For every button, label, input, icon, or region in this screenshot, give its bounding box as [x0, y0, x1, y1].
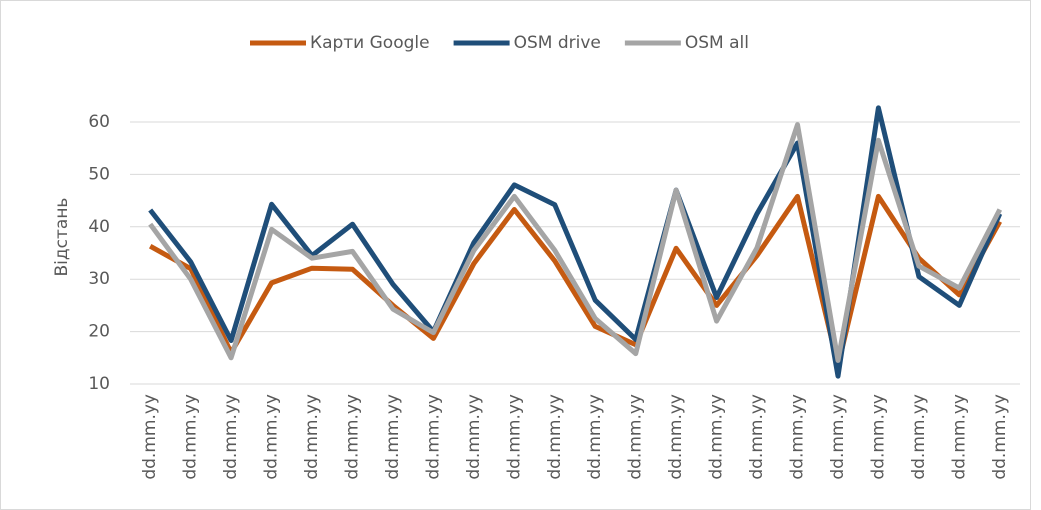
series-line: [148, 122, 1003, 363]
series-line: [148, 193, 1002, 369]
x-tick-label: dd.mm.yy: [181, 394, 201, 480]
x-tick-label: dd.mm.yy: [707, 394, 727, 480]
y-tick-label: 20: [88, 322, 110, 342]
y-tick-label: 30: [88, 269, 110, 289]
x-tick-label: dd.mm.yy: [868, 394, 888, 480]
x-tick-label: dd.mm.yy: [423, 394, 443, 480]
y-tick-label: 60: [88, 112, 110, 132]
x-tick-label: dd.mm.yy: [747, 394, 767, 480]
x-tick-label: dd.mm.yy: [666, 394, 686, 480]
x-tick-label: dd.mm.yy: [343, 394, 363, 480]
legend-label: OSM drive: [514, 33, 601, 53]
x-tick-label: dd.mm.yy: [990, 394, 1010, 480]
y-tick-label: 50: [88, 164, 110, 184]
x-tick-label: dd.mm.yy: [828, 394, 848, 480]
x-tick-label: dd.mm.yy: [626, 394, 646, 480]
y-tick-label: 40: [88, 217, 110, 237]
legend-label: OSM all: [685, 33, 749, 53]
x-tick-label: dd.mm.yy: [140, 394, 160, 480]
x-tick-label: dd.mm.yy: [909, 394, 929, 480]
legend-label: Карти Google: [310, 33, 430, 53]
x-tick-label: dd.mm.yy: [949, 394, 969, 480]
y-axis-label: Відстань: [52, 198, 72, 277]
y-tick-label: 10: [88, 374, 110, 394]
x-tick-label: dd.mm.yy: [464, 394, 484, 480]
x-tick-label: dd.mm.yy: [262, 394, 282, 480]
x-tick-label: dd.mm.yy: [545, 394, 565, 480]
x-tick-label: dd.mm.yy: [302, 394, 322, 480]
x-tick-label: dd.mm.yy: [221, 394, 241, 480]
x-tick-label: dd.mm.yy: [383, 394, 403, 480]
x-tick-label: dd.mm.yy: [585, 394, 605, 480]
x-tick-label: dd.mm.yy: [504, 394, 524, 480]
x-tick-label: dd.mm.yy: [788, 394, 808, 480]
